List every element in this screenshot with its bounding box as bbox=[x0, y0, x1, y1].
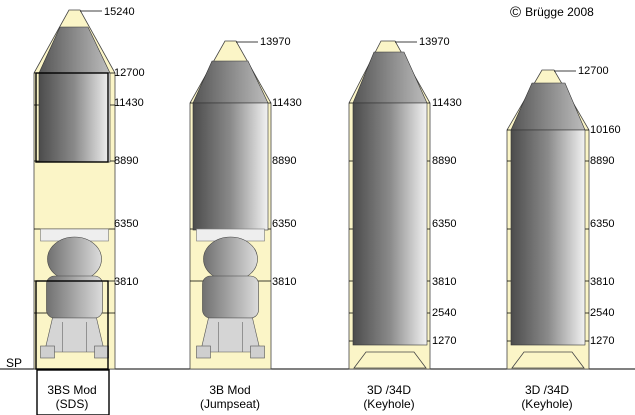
station-label: 8890 bbox=[114, 155, 139, 167]
adapter-base bbox=[353, 351, 427, 369]
caption-line: 3D /34D bbox=[524, 383, 570, 397]
station-label: 1270 bbox=[432, 335, 457, 347]
station-point-label: SP bbox=[6, 356, 23, 370]
configuration-caption: 3BS Mod (SDS) bbox=[36, 383, 108, 411]
module-body bbox=[202, 275, 259, 319]
station-label: 3810 bbox=[114, 276, 139, 288]
adapter-base bbox=[511, 351, 585, 369]
station-label: 6350 bbox=[114, 218, 139, 230]
caption-line: (Keyhole) bbox=[363, 397, 415, 411]
payload-cylinder bbox=[38, 72, 111, 163]
station-label: 11430 bbox=[432, 97, 462, 109]
station-label: 12700 bbox=[578, 65, 609, 77]
station-label: 8890 bbox=[432, 155, 457, 167]
payload-cylinder bbox=[192, 102, 269, 231]
module-body bbox=[46, 275, 103, 319]
copyright-notice: © Brügge 2008 bbox=[510, 4, 594, 21]
configuration-caption: 3D /34D (Keyhole) bbox=[353, 383, 425, 411]
module-leg-left bbox=[196, 345, 211, 359]
caption-line: (Keyhole) bbox=[521, 397, 573, 411]
caption-line: 3B Mod bbox=[209, 383, 251, 397]
payload-cylinder bbox=[352, 102, 428, 346]
module-leg-right bbox=[250, 345, 265, 359]
copyright-text: Brügge 2008 bbox=[525, 5, 594, 19]
module-sphere bbox=[203, 236, 258, 282]
highlight-box-lower bbox=[35, 280, 109, 370]
station-label: 8890 bbox=[272, 155, 297, 167]
station-label: 13970 bbox=[419, 36, 450, 48]
station-label: 6350 bbox=[590, 218, 615, 230]
caption-line: (SDS) bbox=[55, 397, 89, 411]
station-label: 2540 bbox=[432, 307, 457, 319]
module-leg-right bbox=[94, 345, 109, 359]
caption-line: (Jumpseat) bbox=[199, 397, 261, 411]
payload-cylinder bbox=[510, 129, 586, 346]
payload-nose bbox=[192, 60, 269, 104]
station-label: 6350 bbox=[432, 218, 457, 230]
configuration-caption: 3D /34D (Keyhole) bbox=[511, 383, 583, 411]
payload-nose bbox=[510, 82, 586, 131]
station-label: 3810 bbox=[272, 276, 297, 288]
copyright-symbol: © bbox=[510, 4, 522, 21]
highlight-box-upper bbox=[35, 72, 109, 163]
station-label: 15240 bbox=[104, 6, 135, 18]
station-label: 12700 bbox=[114, 67, 145, 79]
configuration-caption: 3B Mod (Jumpseat) bbox=[194, 383, 266, 411]
station-label: 3810 bbox=[590, 276, 615, 288]
station-label: 1270 bbox=[590, 335, 615, 347]
module-sphere bbox=[47, 236, 102, 282]
caption-box bbox=[36, 369, 110, 415]
station-label: 13970 bbox=[260, 36, 291, 48]
station-label: 8890 bbox=[590, 155, 615, 167]
station-label: 3810 bbox=[432, 276, 457, 288]
station-label: 11430 bbox=[272, 97, 302, 109]
station-label: 11430 bbox=[114, 97, 144, 109]
station-label: 10160 bbox=[590, 124, 621, 136]
station-label: 6350 bbox=[272, 218, 297, 230]
caption-line: 3D /34D bbox=[366, 383, 412, 397]
caption-line: 3BS Mod bbox=[47, 383, 97, 397]
module-leg-left bbox=[40, 345, 55, 359]
station-label: 2540 bbox=[590, 307, 615, 319]
